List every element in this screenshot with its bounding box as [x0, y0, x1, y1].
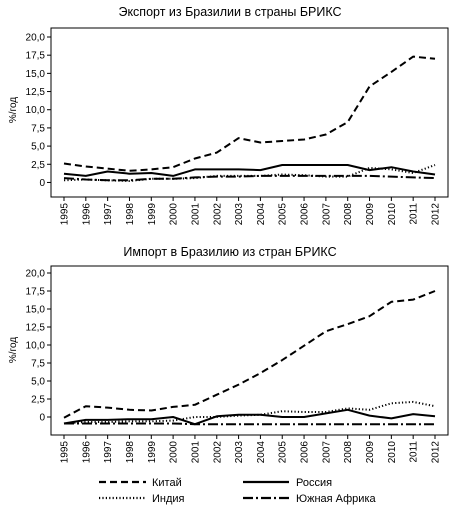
y-axis-label-export: %/год — [8, 97, 19, 123]
series-line-russia-import — [63, 408, 436, 426]
x-tick-label-export: 1999 — [147, 203, 158, 226]
y-axis-label-import: %/год — [8, 337, 19, 363]
legend-item-south-africa: Южная Африка — [243, 493, 377, 505]
x-tick-label-import: 1996 — [81, 441, 92, 464]
x-tick-label-export: 1995 — [60, 203, 71, 226]
y-tick-label-import: 10,0 — [26, 341, 46, 352]
x-tick-label-export: 2001 — [190, 203, 201, 226]
x-tick-label-export: 2004 — [256, 203, 267, 226]
y-tick-label-import: 20,0 — [26, 269, 46, 280]
x-tick-label-export: 2011 — [409, 203, 420, 225]
y-ticks-export: 0 2,5 5,0 7,5 10,0 12,5 15,0 17,5 20,0 — [26, 33, 51, 189]
series-line-south-africa-import — [64, 422, 435, 426]
legend: Китай Россия Индия Южная Африка — [99, 477, 377, 505]
y-tick-label-export: 15,0 — [26, 69, 46, 80]
chart-title-export: Экспорт из Бразилии в страны БРИКС — [118, 5, 341, 19]
y-ticks-import: 0 2,5 5,0 7,5 10,0 12,5 15,0 17,5 20,0 — [26, 269, 51, 424]
legend-item-china: Китай — [99, 477, 182, 489]
series-lines-export — [63, 55, 436, 182]
y-tick-label-import: 15,0 — [26, 305, 46, 316]
legend-label-china: Китай — [152, 477, 182, 489]
series-line-india-import — [63, 400, 436, 425]
series-line-china-import — [63, 290, 436, 419]
legend-label-south-africa: Южная Африка — [296, 493, 377, 505]
y-tick-label-import: 0 — [39, 413, 45, 424]
x-tick-label-export: 2005 — [278, 203, 289, 226]
x-tick-label-import: 2001 — [190, 441, 201, 464]
x-tick-label-import: 2006 — [300, 441, 311, 464]
y-tick-label-export: 2,5 — [31, 160, 45, 171]
x-tick-label-export: 2012 — [431, 203, 442, 226]
plot-frame-import — [50, 265, 449, 436]
x-tick-label-import: 2003 — [234, 441, 245, 464]
y-tick-label-export: 10,0 — [26, 105, 46, 116]
y-tick-label-export: 17,5 — [26, 51, 46, 62]
y-tick-label-import: 7,5 — [31, 359, 45, 370]
x-tick-label-export: 2003 — [234, 203, 245, 226]
x-tick-label-import: 1999 — [147, 441, 158, 464]
y-tick-label-export: 0 — [39, 178, 45, 189]
series-line-south-africa-export — [63, 174, 436, 182]
x-tick-label-export: 1997 — [103, 203, 114, 226]
series-line-china-export — [63, 55, 436, 172]
x-tick-label-import: 2002 — [212, 441, 223, 464]
y-tick-label-import: 5,0 — [31, 377, 45, 388]
series-line-russia-export — [63, 164, 436, 177]
x-tick-label-import: 2008 — [343, 441, 354, 464]
series-lines-import — [63, 290, 436, 426]
plot-frame-export — [50, 27, 449, 198]
legend-item-india: Индия — [99, 493, 185, 505]
y-tick-label-import: 17,5 — [26, 287, 46, 298]
x-tick-label-import: 1998 — [125, 441, 136, 464]
x-tick-label-export: 2009 — [365, 203, 376, 226]
x-tick-label-export: 2000 — [169, 203, 180, 226]
x-tick-label-import: 2004 — [256, 441, 267, 464]
x-ticks-import: 1995 1996 1997 1998 1999 2000 2001 2002 2003 2004… — [60, 435, 442, 463]
x-ticks-export: 1995 1996 1997 1998 1999 2000 2001 2002 2003 2004… — [60, 197, 442, 225]
x-tick-label-export: 2002 — [212, 203, 223, 226]
x-tick-label-import: 1995 — [60, 441, 71, 464]
legend-item-russia: Россия — [243, 477, 332, 489]
legend-label-india: Индия — [152, 493, 185, 505]
x-tick-label-export: 1996 — [81, 203, 92, 226]
x-tick-label-export: 2006 — [300, 203, 311, 226]
y-tick-label-import: 12,5 — [26, 323, 46, 334]
legend-label-russia: Россия — [296, 477, 332, 489]
x-tick-label-import: 2000 — [169, 441, 180, 464]
chart-title-import: Импорт в Бразилию из стран БРИКС — [123, 245, 336, 259]
y-tick-label-import: 2,5 — [31, 395, 45, 406]
y-tick-label-export: 7,5 — [31, 123, 45, 134]
x-tick-label-import: 2012 — [431, 441, 442, 464]
x-tick-label-import: 2010 — [387, 441, 398, 464]
x-tick-label-import: 1997 — [103, 441, 114, 464]
x-tick-label-import: 2007 — [321, 441, 332, 464]
y-tick-label-export: 12,5 — [26, 87, 46, 98]
y-tick-label-export: 5,0 — [31, 142, 45, 153]
x-tick-label-import: 2009 — [365, 441, 376, 464]
x-tick-label-import: 2011 — [409, 441, 420, 463]
x-tick-label-export: 2008 — [343, 203, 354, 226]
x-tick-label-export: 2007 — [321, 203, 332, 226]
y-tick-label-export: 20,0 — [26, 33, 46, 44]
x-tick-label-import: 2005 — [278, 441, 289, 464]
x-tick-label-export: 1998 — [125, 203, 136, 226]
x-tick-label-export: 2010 — [387, 203, 398, 226]
